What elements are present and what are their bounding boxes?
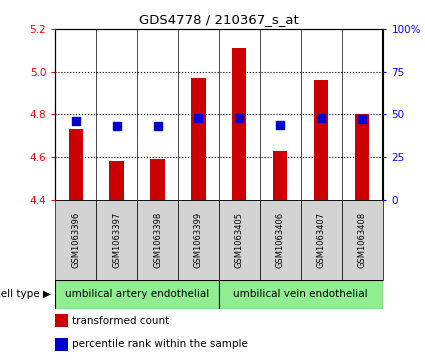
Bar [150,159,164,200]
Point [277,122,283,127]
Text: transformed count: transformed count [72,316,170,326]
Text: GSM1063405: GSM1063405 [235,212,244,268]
Point [154,123,161,129]
Title: GDS4778 / 210367_s_at: GDS4778 / 210367_s_at [139,13,299,26]
Bar [191,78,206,200]
Point [318,115,325,121]
FancyBboxPatch shape [219,200,260,280]
Bar [110,161,124,200]
Text: cell type ▶: cell type ▶ [0,289,51,299]
Text: GSM1063408: GSM1063408 [357,212,366,268]
FancyBboxPatch shape [342,200,383,280]
Bar [55,314,68,327]
FancyBboxPatch shape [55,280,219,309]
Text: GSM1063407: GSM1063407 [317,212,326,268]
Text: percentile rank within the sample: percentile rank within the sample [72,339,248,350]
Bar [232,48,246,200]
Text: umbilical vein endothelial: umbilical vein endothelial [233,289,368,299]
Point [359,117,366,122]
Point [72,118,79,124]
FancyBboxPatch shape [300,200,342,280]
FancyBboxPatch shape [55,200,96,280]
FancyBboxPatch shape [96,200,137,280]
Text: umbilical artery endothelial: umbilical artery endothelial [65,289,209,299]
Text: GSM1063399: GSM1063399 [194,212,203,268]
Point [195,115,202,121]
Bar [68,129,83,200]
Text: GSM1063398: GSM1063398 [153,212,162,268]
FancyBboxPatch shape [178,200,219,280]
FancyBboxPatch shape [137,200,178,280]
FancyBboxPatch shape [260,200,300,280]
Text: GSM1063397: GSM1063397 [112,212,121,268]
FancyBboxPatch shape [219,280,382,309]
Point [236,115,243,121]
Bar [273,151,287,200]
Bar [55,338,68,351]
Bar [355,114,369,200]
Bar [314,80,328,200]
Text: GSM1063406: GSM1063406 [276,212,285,268]
Text: GSM1063396: GSM1063396 [71,212,80,268]
Point [113,123,120,129]
